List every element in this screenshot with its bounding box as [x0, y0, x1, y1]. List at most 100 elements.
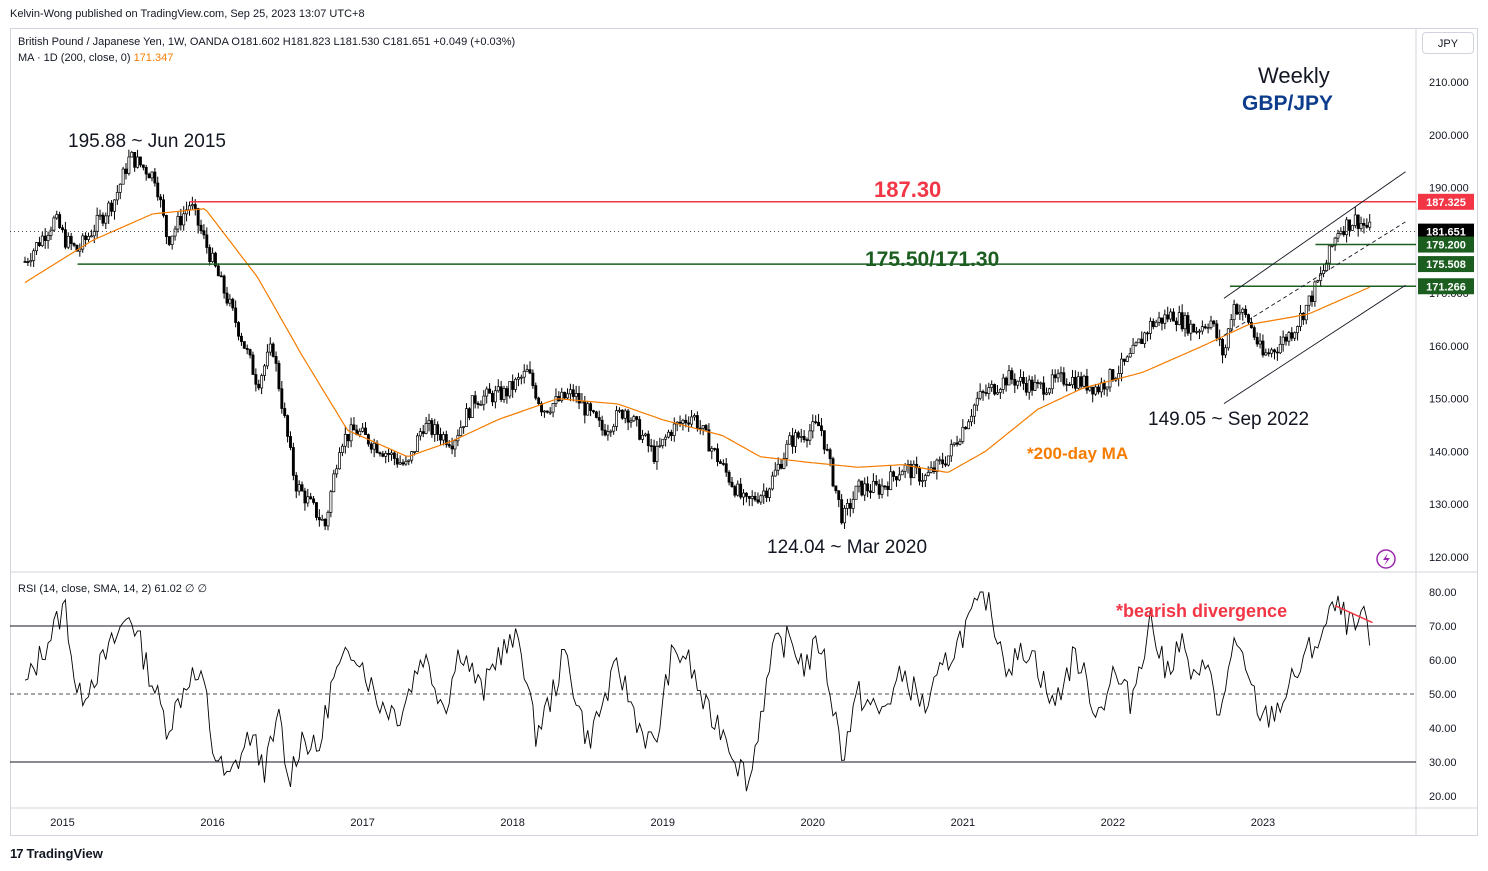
candle-body — [72, 243, 76, 246]
candle-body — [701, 425, 705, 429]
candle-body — [635, 416, 639, 420]
candle-body — [390, 452, 393, 455]
candle-body — [1350, 225, 1354, 231]
candle-body — [545, 410, 549, 413]
time-axis[interactable]: 2015 2016 2017 2018 2019 2020 2021 2022 2023 — [50, 817, 1275, 829]
candle-body — [964, 426, 968, 430]
candle-body — [817, 421, 821, 427]
candle-body — [690, 416, 694, 425]
symbol-legend[interactable]: British Pound / Japanese Yen, 1W, OANDA … — [18, 36, 516, 48]
candle-body — [263, 365, 266, 376]
candle-body — [1226, 328, 1230, 349]
badge-175-text: 175.508 — [1426, 259, 1466, 271]
candle-body — [1148, 320, 1152, 334]
candle-body — [444, 434, 448, 445]
badge-171[interactable] — [1418, 278, 1474, 295]
candle-body — [641, 434, 644, 440]
candle-body — [216, 265, 220, 277]
tradingview-logo[interactable]: 17 TradingView — [10, 846, 103, 861]
channel-middle-line[interactable] — [1223, 221, 1406, 336]
candle-body — [710, 448, 714, 452]
candle-body — [796, 432, 800, 438]
badge-last-price[interactable] — [1418, 223, 1474, 240]
candle-body — [248, 349, 252, 356]
candle-body — [975, 397, 979, 406]
candle-body — [58, 214, 62, 229]
candle-body — [1166, 314, 1170, 320]
candle-body — [1362, 223, 1366, 226]
candle-body — [1137, 338, 1141, 344]
badge-179[interactable] — [1418, 236, 1474, 253]
rsi-tick-label: 70.00 — [1429, 621, 1457, 633]
candle-body — [1313, 281, 1317, 302]
time-tick-label: 2017 — [350, 817, 374, 829]
candle-body — [990, 384, 994, 388]
badge-resistance-text: 187.325 — [1426, 197, 1466, 209]
rsi-line[interactable] — [24, 591, 1371, 792]
candle-body — [643, 433, 647, 436]
candle-body — [1322, 270, 1325, 274]
candle-body — [1247, 314, 1250, 323]
candle-body — [430, 420, 434, 435]
rsi-axis[interactable]: 80.00 70.00 60.00 50.00 40.00 30.00 20.00 — [1429, 587, 1457, 803]
candle-body — [1151, 320, 1155, 328]
lightning-icon-bolt — [1383, 553, 1390, 566]
candle-body — [473, 395, 477, 404]
candle-body — [222, 275, 226, 294]
candle-body — [277, 363, 281, 390]
candle-body — [343, 434, 347, 447]
candle-body — [1209, 320, 1213, 328]
badge-resistance[interactable] — [1418, 193, 1474, 210]
divergence-line[interactable] — [1334, 604, 1373, 624]
candle-body — [271, 343, 275, 357]
candle-body — [736, 483, 740, 496]
candle-body — [413, 451, 417, 453]
candles[interactable] — [23, 149, 1372, 531]
candle-body — [788, 435, 792, 445]
candle-body — [395, 458, 399, 465]
candle-body — [1356, 214, 1360, 229]
candle-body — [1200, 326, 1204, 332]
candle-body — [978, 391, 982, 399]
rsi-legend[interactable]: RSI (14, close, SMA, 14, 2) 61.02 ∅ ∅ — [18, 583, 208, 595]
candle-body — [1255, 336, 1259, 345]
candle-body — [1091, 386, 1095, 395]
candle-body — [1122, 358, 1126, 362]
candle-body — [612, 426, 616, 432]
candle-body — [1053, 374, 1057, 379]
candle-body — [996, 392, 999, 395]
currency-button[interactable]: JPY — [1422, 32, 1474, 54]
lightning-icon[interactable] — [1376, 549, 1396, 569]
candle-body — [1160, 317, 1164, 324]
candle-body — [649, 445, 653, 447]
badge-175[interactable] — [1418, 256, 1474, 273]
time-tick-label: 2019 — [650, 817, 674, 829]
candle-body — [433, 424, 437, 435]
candle-body — [531, 372, 535, 386]
candle-body — [851, 499, 855, 509]
candle-body — [1117, 373, 1121, 379]
candle-body — [785, 443, 789, 459]
candle-body — [600, 419, 604, 431]
annotation-divergence: *bearish divergence — [1116, 601, 1287, 621]
candle-body — [190, 204, 194, 207]
candle-body — [95, 215, 99, 232]
candle-body — [528, 369, 532, 374]
ma-200-line[interactable] — [24, 208, 1370, 473]
candle-body — [1270, 349, 1274, 354]
price-axis[interactable]: 210.000200.000190.000180.000170.000160.0… — [1429, 77, 1469, 564]
candle-body — [372, 442, 376, 450]
candle-body — [892, 471, 896, 477]
candle-body — [193, 204, 197, 209]
candle-body — [1278, 343, 1282, 354]
channel-upper-line[interactable] — [1223, 171, 1406, 299]
candle-body — [493, 390, 497, 403]
annotation-ma: *200-day MA — [1027, 444, 1128, 463]
tradingview-icon: 17 — [10, 846, 24, 861]
candle-body — [897, 474, 901, 481]
channel-lower-line[interactable] — [1223, 284, 1406, 405]
candle-body — [802, 436, 806, 441]
ma-legend[interactable]: MA · 1D (200, close, 0) 171.347 — [18, 52, 173, 64]
candle-body — [1336, 233, 1340, 239]
candle-body — [571, 389, 575, 397]
